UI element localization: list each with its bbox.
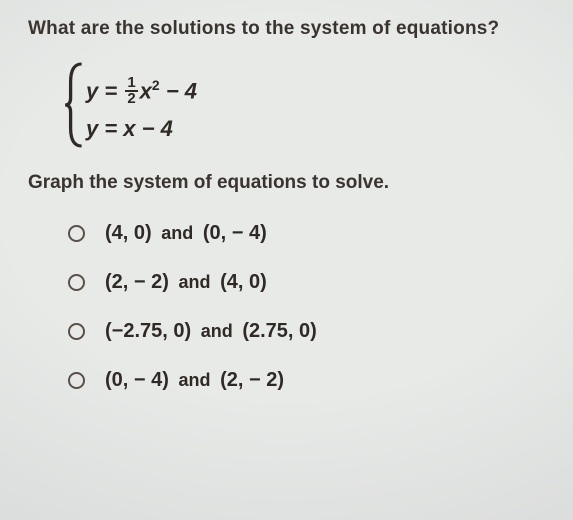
option-c-pair1: (−2.75, 0) bbox=[105, 320, 191, 342]
eq1-fraction: 12 bbox=[125, 76, 137, 106]
options-group: (4, 0) and (0, − 4) (2, − 2) and (4, 0) … bbox=[28, 222, 545, 392]
option-b-pair1: (2, − 2) bbox=[105, 271, 169, 293]
option-a-pair1: (4, 0) bbox=[105, 222, 152, 244]
radio-icon bbox=[68, 274, 85, 291]
instruction-text: Graph the system of equations to solve. bbox=[28, 172, 545, 194]
equation-1: y = 12x2 − 4 bbox=[86, 66, 545, 110]
radio-icon bbox=[68, 323, 85, 340]
option-c-pair2: (2.75, 0) bbox=[242, 320, 316, 342]
option-c-text: (−2.75, 0) and (2.75, 0) bbox=[105, 320, 317, 343]
option-b[interactable]: (2, − 2) and (4, 0) bbox=[68, 271, 545, 294]
eq1-frac-den: 2 bbox=[125, 92, 137, 106]
option-b-pair2: (4, 0) bbox=[220, 271, 267, 293]
radio-icon bbox=[68, 372, 85, 389]
eq1-exponent: 2 bbox=[152, 77, 160, 93]
and-text: and bbox=[178, 272, 210, 292]
equation-system: y = 12x2 − 4 y = x − 4 bbox=[64, 66, 545, 144]
option-d[interactable]: (0, − 4) and (2, − 2) bbox=[68, 369, 545, 392]
option-a-text: (4, 0) and (0, − 4) bbox=[105, 222, 267, 245]
radio-icon bbox=[68, 225, 85, 242]
and-text: and bbox=[161, 223, 193, 243]
eq1-rest: − 4 bbox=[160, 78, 197, 103]
option-b-text: (2, − 2) and (4, 0) bbox=[105, 271, 267, 294]
eq1-var: x bbox=[140, 78, 152, 103]
option-c[interactable]: (−2.75, 0) and (2.75, 0) bbox=[68, 320, 545, 343]
left-brace bbox=[64, 62, 86, 148]
option-d-pair2: (2, − 2) bbox=[220, 369, 284, 391]
eq1-equals: = bbox=[98, 78, 123, 103]
option-a-pair2: (0, − 4) bbox=[203, 222, 267, 244]
eq1-lhs: y bbox=[86, 78, 98, 103]
option-a[interactable]: (4, 0) and (0, − 4) bbox=[68, 222, 545, 245]
question-text: What are the solutions to the system of … bbox=[28, 18, 545, 40]
option-d-text: (0, − 4) and (2, − 2) bbox=[105, 369, 284, 392]
and-text: and bbox=[201, 321, 233, 341]
option-d-pair1: (0, − 4) bbox=[105, 369, 169, 391]
and-text: and bbox=[178, 370, 210, 390]
equation-2: y = x − 4 bbox=[86, 110, 545, 148]
